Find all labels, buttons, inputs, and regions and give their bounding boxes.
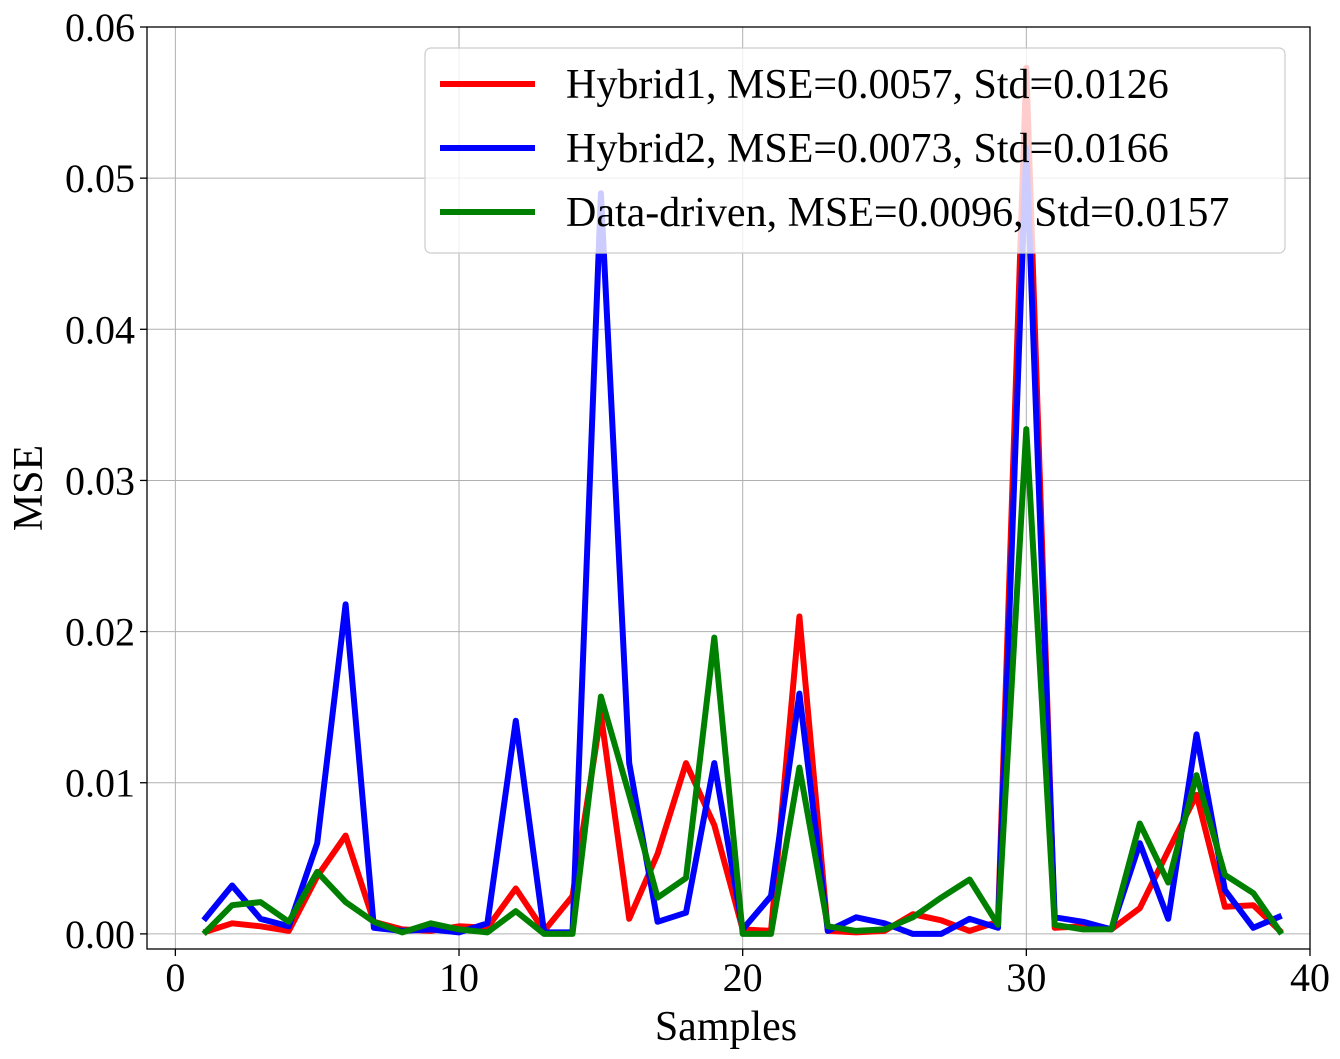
y-axis-label: MSE [6,445,52,531]
x-tick-label: 30 [1006,955,1046,1000]
y-tick-label: 0.03 [65,458,135,503]
y-tick-label: 0.00 [65,912,135,957]
y-tick-label: 0.06 [65,5,135,50]
legend-label: Hybrid2, MSE=0.0073, Std=0.0166 [566,126,1169,172]
y-tick-label: 0.04 [65,307,135,352]
legend-label: Data-driven, MSE=0.0096, Std=0.0157 [566,190,1229,236]
y-tick-label: 0.02 [65,610,135,655]
x-tick-label: 0 [165,955,185,1000]
legend-label: Hybrid1, MSE=0.0057, Std=0.0126 [566,62,1169,108]
x-tick-label: 20 [723,955,763,1000]
axis-ticks: 0 10 20 30 40 0.00 0.01 0.02 0.03 0.04 0.05 0.06 [65,5,1330,1000]
y-tick-label: 0.01 [65,761,135,806]
plot-frame [146,26,1311,950]
x-tick-label: 40 [1290,955,1330,1000]
series-layer [201,64,1285,937]
x-tick-label: 10 [439,955,479,1000]
series-2 [201,426,1285,937]
x-axis-label: Samples [655,1004,797,1050]
y-tick-label: 0.05 [65,156,135,201]
legend: Hybrid1, MSE=0.0057, Std=0.0126 Hybrid2, … [424,47,1286,254]
legend-box [424,47,1286,254]
